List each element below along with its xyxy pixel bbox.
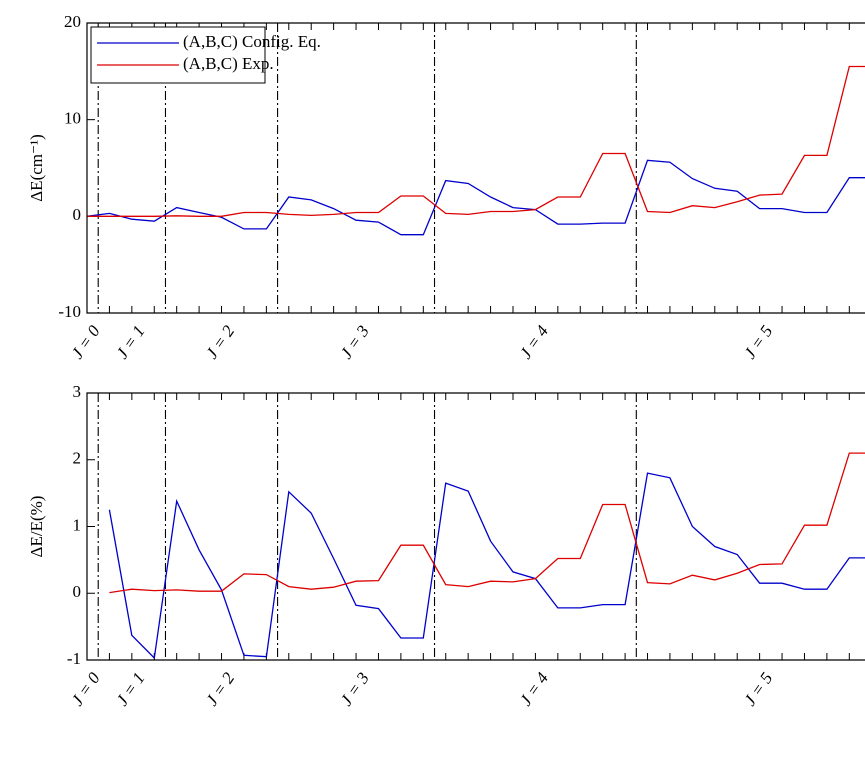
group-label: J = 4 [516, 321, 553, 362]
group-label: J = 2 [202, 321, 239, 362]
group-label: J = 5 [740, 669, 776, 709]
series-line [108, 472, 865, 660]
group-label: J = 0 [68, 321, 105, 362]
axis-frame [86, 22, 865, 314]
group-label: J = 5 [740, 322, 776, 362]
legend-label: (A,B,C) Config. Eq. [183, 32, 321, 51]
y-tick-label: 0 [73, 582, 82, 601]
series-line [109, 452, 865, 594]
group-label: J = 4 [516, 668, 553, 709]
axis-frame [86, 392, 865, 661]
y-tick-label: 3 [73, 382, 82, 401]
series-line [87, 159, 865, 236]
group-label: J = 3 [337, 322, 373, 362]
legend-box [90, 26, 266, 84]
y-tick-label: 1 [73, 515, 82, 534]
plot-area [87, 65, 865, 236]
group-label: J = 2 [202, 668, 239, 709]
y-tick-label: 0 [73, 205, 82, 224]
y-tick-label: 20 [64, 12, 81, 31]
group-label: J = 3 [337, 669, 373, 709]
y-tick-label: 2 [73, 449, 82, 468]
group-label: J = 1 [112, 669, 148, 709]
y-axis-label: ΔE/E(%) [27, 496, 46, 558]
y-tick-label: -1 [67, 649, 81, 668]
series-line [87, 65, 865, 217]
y-tick-label: -10 [58, 302, 81, 321]
y-tick-label: 10 [64, 109, 81, 128]
plot-area [108, 452, 865, 660]
legend-label: (A,B,C) Exp. [183, 54, 274, 73]
y-axis-label: ΔE(cm⁻¹) [27, 134, 46, 201]
group-label: J = 1 [112, 322, 148, 362]
group-label: J = 0 [68, 668, 105, 709]
